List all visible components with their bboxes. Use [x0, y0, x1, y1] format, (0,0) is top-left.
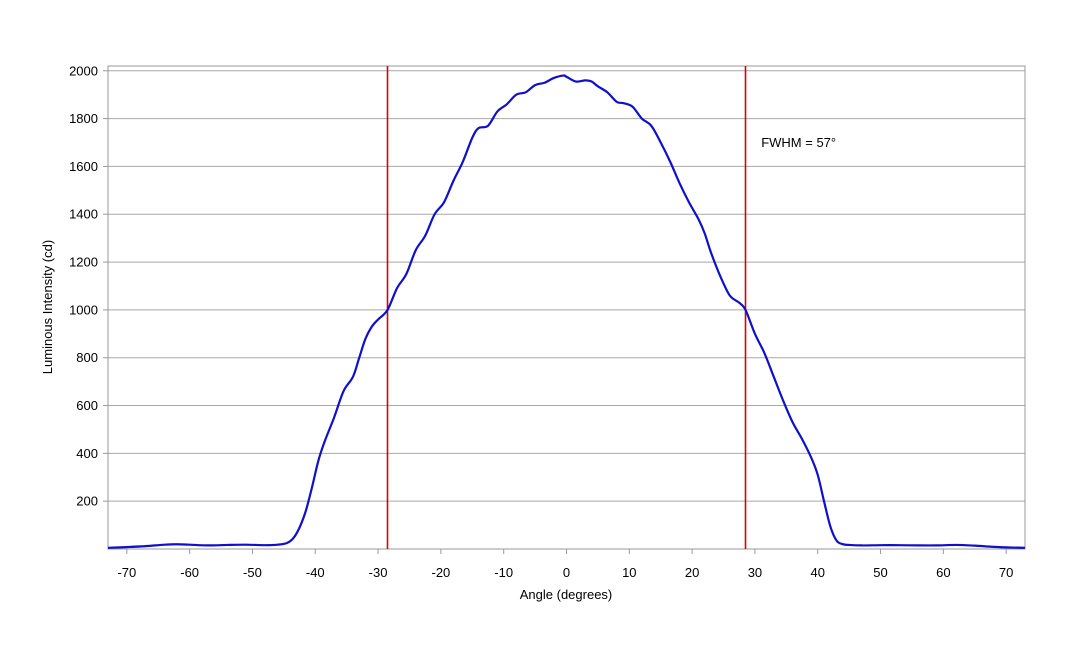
x-tick-label: -50: [243, 565, 262, 580]
y-axis-title: Luminous Intensity (cd): [40, 240, 55, 374]
y-tick-label: 1000: [69, 302, 98, 317]
x-tick-label: -70: [117, 565, 136, 580]
x-tick-label: 20: [685, 565, 699, 580]
y-tick-label: 1200: [69, 255, 98, 270]
y-tick-label: 200: [76, 494, 98, 509]
y-tick-label: 600: [76, 398, 98, 413]
x-tick-label: -40: [306, 565, 325, 580]
y-tick-label: 1600: [69, 159, 98, 174]
intensity-curve: [107, 74, 1026, 549]
y-tick-label: 1400: [69, 207, 98, 222]
y-axis-ticks: 200 400 600 800 1000 1200 1400 1600 1800 2000: [69, 63, 108, 509]
x-tick-label: -20: [431, 565, 450, 580]
y-tick-label: 800: [76, 350, 98, 365]
y-tick-label: 400: [76, 446, 98, 461]
y-tick-label: 1800: [69, 111, 98, 126]
x-tick-label: 0: [563, 565, 570, 580]
grid-lines: [108, 70, 1025, 502]
reference-lines: [386, 66, 747, 549]
x-tick-label: -10: [494, 565, 513, 580]
x-axis-ticks: -70 -60 -50 -40 -30 -20 -10 0 10 20 30 40 50 60 70: [117, 549, 1013, 580]
series-layer: [107, 74, 1026, 549]
x-tick-label: 10: [622, 565, 636, 580]
x-tick-label: 40: [810, 565, 824, 580]
x-tick-label: 50: [873, 565, 887, 580]
x-tick-label: -30: [369, 565, 388, 580]
plot-area: [107, 65, 1026, 550]
x-tick-label: 30: [748, 565, 762, 580]
x-axis-title: Angle (degrees): [520, 587, 613, 602]
y-tick-label: 2000: [69, 63, 98, 78]
x-tick-label: 60: [936, 565, 950, 580]
fwhm-annotation: FWHM = 57°: [761, 135, 836, 150]
x-tick-label: -60: [180, 565, 199, 580]
x-tick-label: 70: [999, 565, 1013, 580]
